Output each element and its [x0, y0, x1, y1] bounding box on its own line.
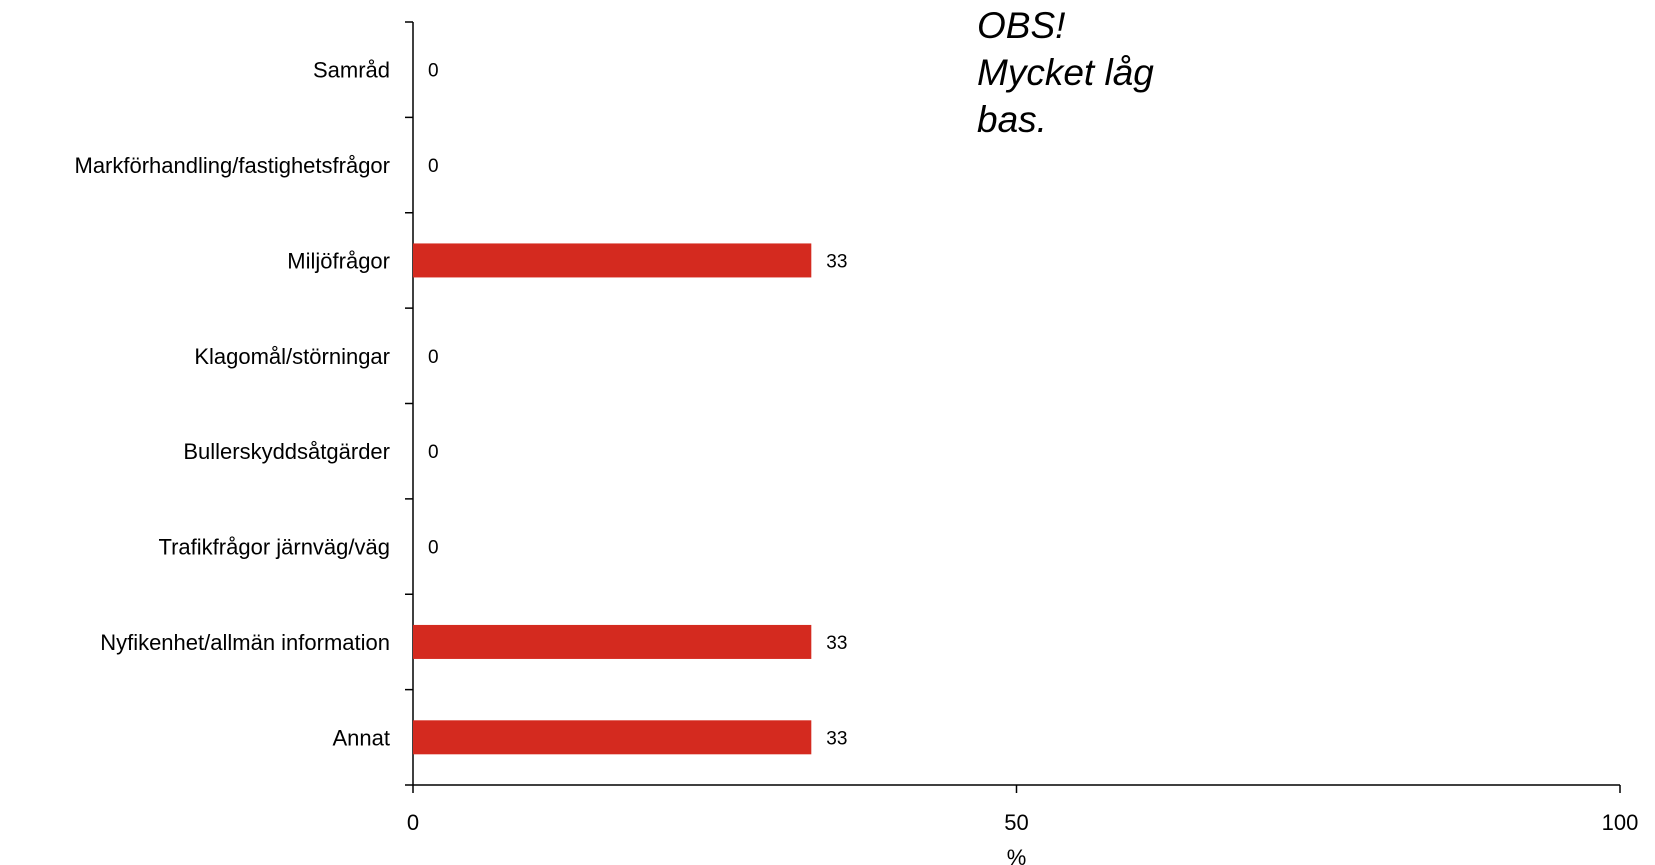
value-label: 0: [428, 347, 439, 368]
value-label: 33: [826, 633, 847, 654]
category-label: Miljöfrågor: [287, 248, 390, 273]
bars: [413, 243, 812, 755]
category-labels: Samråd Markförhandling/fastighetsfrågor Mi…: [75, 58, 391, 751]
bar: [413, 243, 812, 278]
category-label: Annat: [333, 725, 391, 750]
value-label: 33: [826, 728, 847, 749]
x-tick-labels: 0 50 100: [407, 810, 1638, 835]
note-line-2: Mycket låg: [977, 52, 1154, 93]
x-tick-label: 50: [1004, 810, 1028, 835]
bar: [413, 624, 812, 659]
x-axis-title: %: [1007, 845, 1027, 865]
x-tick-label: 0: [407, 810, 419, 835]
value-label: 0: [428, 156, 439, 177]
bar: [413, 720, 812, 755]
note-line-3: bas.: [977, 99, 1047, 140]
category-label: Markförhandling/fastighetsfrågor: [75, 153, 391, 178]
category-label: Klagomål/störningar: [194, 344, 390, 369]
x-tick-label: 100: [1602, 810, 1639, 835]
category-label: Nyfikenhet/allmän information: [100, 630, 390, 655]
value-labels: 0 0 33 0 0 0 33 33: [428, 61, 847, 750]
value-label: 0: [428, 61, 439, 82]
category-label: Trafikfrågor järnväg/väg: [158, 535, 390, 560]
value-label: 0: [428, 538, 439, 559]
value-label: 33: [826, 251, 847, 272]
note-line-1: OBS!: [977, 5, 1066, 46]
value-label: 0: [428, 442, 439, 463]
low-base-note: OBS! Mycket låg bas.: [977, 2, 1154, 143]
category-label: Bullerskyddsåtgärder: [183, 439, 390, 464]
category-label: Samråd: [313, 58, 390, 83]
